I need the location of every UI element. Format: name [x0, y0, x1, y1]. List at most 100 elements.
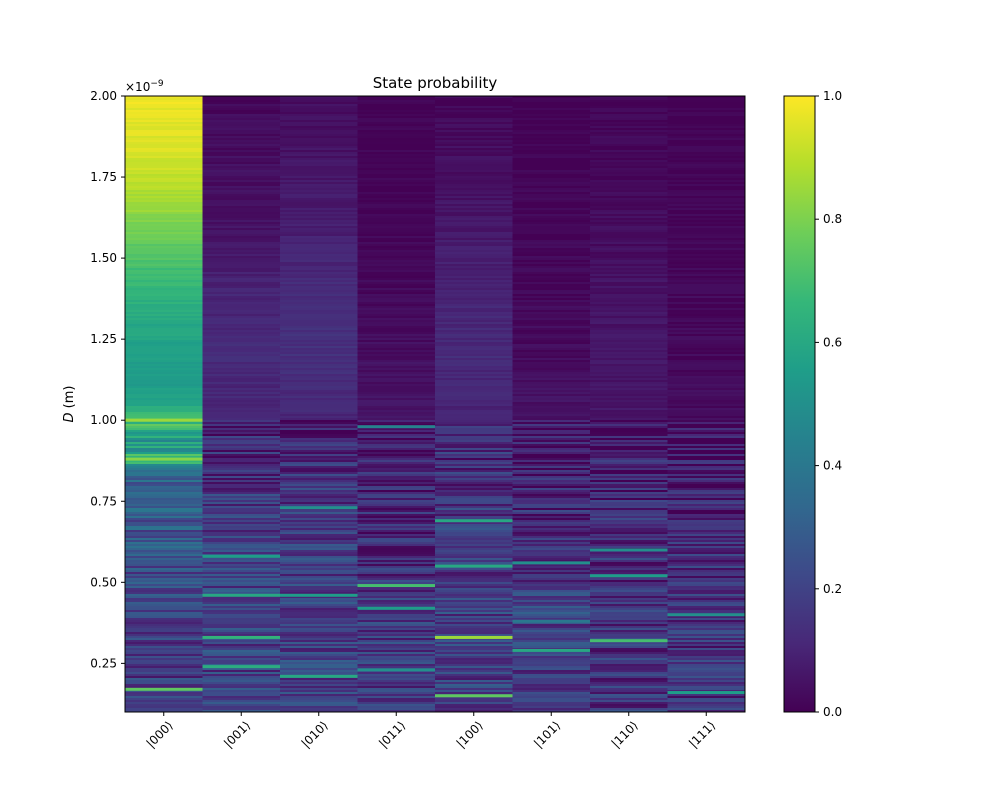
heatmap-cell: [590, 178, 668, 180]
heatmap-cell: [203, 368, 281, 370]
heatmap-cell: [358, 422, 436, 424]
y-tick-label: 2.00: [90, 89, 117, 103]
heatmap-cell: [590, 670, 668, 672]
heatmap-cell: [513, 698, 591, 700]
heatmap-cell: [513, 116, 591, 118]
heatmap-cell: [358, 264, 436, 266]
heatmap-cell: [280, 122, 358, 124]
heatmap-cell: [668, 650, 746, 652]
heatmap-cell: [513, 606, 591, 608]
heatmap-cell: [435, 126, 513, 128]
heatmap-cell: [280, 500, 358, 502]
heatmap-cell: [203, 212, 281, 214]
heatmap-cell: [590, 648, 668, 650]
heatmap-cell: [668, 506, 746, 508]
heatmap-cell: [125, 580, 203, 582]
heatmap-cell: [280, 582, 358, 584]
heatmap-cell: [203, 474, 281, 476]
heatmap-cell: [435, 356, 513, 358]
heatmap-cell: [435, 206, 513, 208]
heatmap-cell: [668, 230, 746, 232]
heatmap-cell: [280, 266, 358, 268]
heatmap-highlight-cell: [513, 620, 591, 623]
heatmap-cell: [435, 686, 513, 688]
heatmap-cell: [435, 670, 513, 672]
heatmap-cell: [513, 700, 591, 702]
heatmap-cell: [125, 234, 203, 236]
heatmap-cell: [435, 642, 513, 644]
heatmap-cell: [513, 644, 591, 646]
heatmap-highlight-cell: [203, 636, 281, 639]
heatmap-cell: [280, 570, 358, 572]
heatmap-cell: [513, 180, 591, 182]
heatmap-cell: [590, 538, 668, 540]
heatmap-cell: [513, 410, 591, 412]
heatmap-cell: [435, 690, 513, 692]
heatmap-cell: [125, 162, 203, 164]
heatmap-cell: [435, 372, 513, 374]
heatmap-cell: [125, 172, 203, 174]
heatmap-cell: [513, 326, 591, 328]
heatmap-cell: [590, 426, 668, 428]
heatmap-cell: [125, 540, 203, 542]
heatmap-cell: [590, 208, 668, 210]
heatmap-cell: [513, 392, 591, 394]
heatmap-cell: [280, 286, 358, 288]
heatmap-cell: [280, 604, 358, 606]
heatmap-cell: [203, 484, 281, 486]
heatmap-cell: [280, 298, 358, 300]
heatmap-cell: [280, 108, 358, 110]
heatmap-cell: [668, 552, 746, 554]
heatmap-cell: [590, 310, 668, 312]
heatmap-cell: [590, 578, 668, 580]
heatmap-cell: [590, 322, 668, 324]
heatmap-cell: [358, 334, 436, 336]
heatmap-cell: [358, 196, 436, 198]
heatmap-cell: [125, 214, 203, 216]
heatmap-cell: [125, 386, 203, 388]
heatmap-cell: [668, 242, 746, 244]
heatmap-cell: [280, 602, 358, 604]
heatmap-cell: [668, 304, 746, 306]
heatmap-cell: [513, 538, 591, 540]
heatmap-cell: [203, 640, 281, 642]
heatmap-cell: [125, 678, 203, 680]
heatmap-cell: [358, 410, 436, 412]
heatmap-cell: [358, 434, 436, 436]
heatmap-cell: [513, 210, 591, 212]
heatmap-cell: [203, 510, 281, 512]
heatmap-cell: [668, 136, 746, 138]
heatmap-cell: [125, 604, 203, 606]
heatmap-cell: [358, 156, 436, 158]
heatmap-cell: [668, 598, 746, 600]
heatmap-cell: [668, 260, 746, 262]
heatmap-cell: [668, 646, 746, 648]
heatmap-cell: [203, 412, 281, 414]
heatmap-cell: [513, 122, 591, 124]
heatmap-cell: [358, 628, 436, 630]
heatmap-cell: [358, 146, 436, 148]
heatmap-cell: [513, 588, 591, 590]
heatmap-cell: [358, 630, 436, 632]
heatmap-cell: [590, 674, 668, 676]
heatmap-cell: [435, 240, 513, 242]
heatmap-cell: [125, 182, 203, 184]
heatmap-cell: [203, 490, 281, 492]
heatmap-cell: [590, 156, 668, 158]
heatmap-cell: [590, 288, 668, 290]
heatmap-cell: [280, 278, 358, 280]
heatmap-cell: [125, 270, 203, 272]
heatmap-cell: [125, 618, 203, 620]
heatmap-cell: [513, 160, 591, 162]
heatmap-cell: [590, 386, 668, 388]
heatmap-cell: [668, 480, 746, 482]
heatmap-cell: [668, 362, 746, 364]
heatmap-cell: [280, 462, 358, 464]
heatmap-cell: [435, 412, 513, 414]
heatmap-cell: [435, 300, 513, 302]
heatmap-cell: [590, 188, 668, 190]
heatmap-cell: [280, 590, 358, 592]
heatmap-cells: [125, 96, 746, 712]
heatmap-cell: [435, 190, 513, 192]
heatmap-cell: [513, 306, 591, 308]
